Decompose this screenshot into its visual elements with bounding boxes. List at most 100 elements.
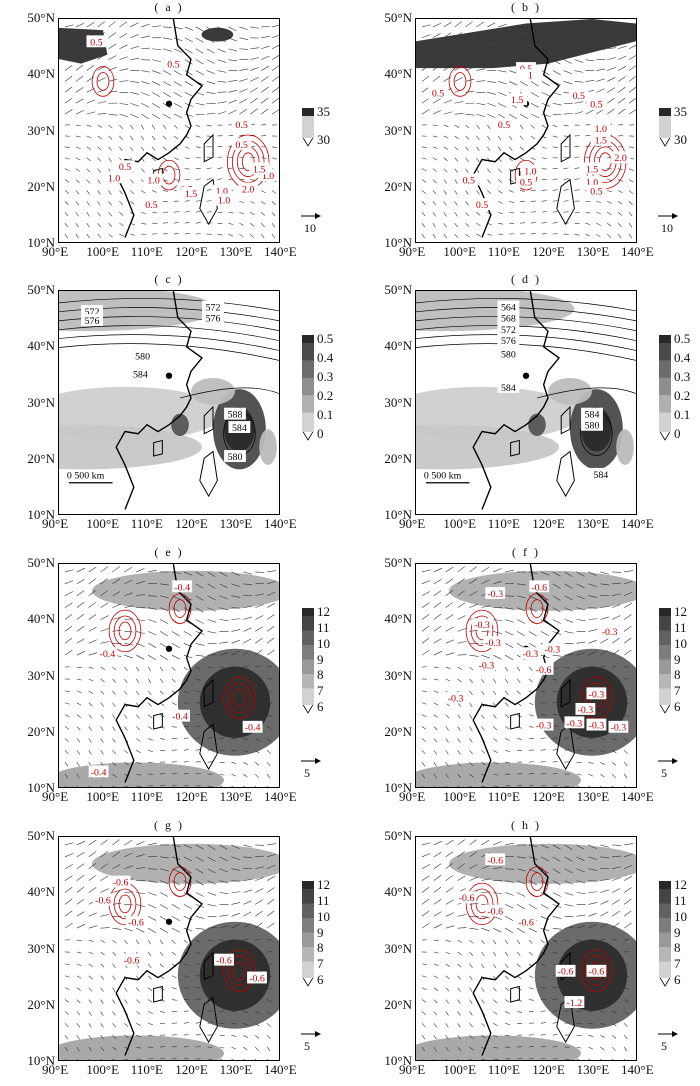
svg-text:0.5: 0.5 [167,60,179,71]
colorbar-value: 12 [317,877,330,892]
red-contour-label: -0.4 [170,709,190,723]
red-contour-label: 0.5 [86,35,107,48]
lon-label: 110°E [487,789,520,804]
lat-label: 50°N [27,282,55,297]
svg-text:-0.4: -0.4 [245,723,261,734]
lat-label: 10°N [384,235,412,250]
colorbar-value: 10 [317,908,330,924]
lon-label: 120°E [532,244,565,259]
contour-label: 584 [589,467,612,481]
lat-label: 40°N [384,884,412,900]
colorbar-value: 35 [317,104,330,119]
lat-label: 10°N [27,507,55,522]
red-contour-label: 1.0 [214,193,234,207]
lon-label: 90°E [399,789,426,804]
svg-text:568: 568 [501,314,516,325]
lat-label: 30°N [27,940,55,956]
red-contour-label: -0.6 [533,662,554,676]
svg-text:1.0: 1.0 [524,167,536,178]
lon-label: 90°E [399,244,426,259]
lat-label: 30°N [27,122,55,138]
lat-label: 10°N [27,1053,55,1068]
red-contour-label: -0.6 [485,853,506,866]
lon-label: 100°E [86,789,120,804]
svg-text:0 500 km: 0 500 km [424,470,462,481]
map-panel: -0.6 -0.3 -0.3 -0.3 -0.3 -0.3 -0.3 -0.3 -0.6 -0.3… [415,563,637,788]
svg-text:-0.6: -0.6 [589,967,605,978]
svg-text:0.5: 0.5 [463,176,475,187]
contour-label: 564 [497,300,520,314]
svg-text:-0.3: -0.3 [479,660,495,671]
svg-text:1.5: 1.5 [586,164,598,175]
svg-text:-0.4: -0.4 [100,649,116,660]
svg-text:576: 576 [206,314,221,325]
colorbar-value: 10 [317,635,330,651]
contour-label: 580 [224,450,246,463]
svg-text:-0.6: -0.6 [531,582,547,593]
lon-label: 100°E [443,1062,477,1077]
coastline [472,837,561,1056]
svg-text:-0.6: -0.6 [95,895,111,906]
colorbar-value: 12 [674,877,687,892]
map-panel: 0.510.51.50.50.50.51.01.52.01.51.01.00.5… [415,18,637,243]
colorbar-value: 11 [674,619,687,635]
colorbar [659,881,671,987]
svg-text:1.0: 1.0 [108,173,120,184]
lon-label: 130°E [576,244,610,259]
lon-label: 110°E [130,244,163,259]
station-dot [165,645,173,652]
svg-text:1.0: 1.0 [586,178,598,189]
lon-label: 100°E [86,244,120,259]
contour-label: 568 [497,311,520,325]
lat-label: 50°N [27,828,55,843]
svg-text:0.5: 0.5 [90,37,102,48]
colorbar-value: 9 [674,924,681,940]
coastline [115,291,204,510]
red-contour-label: -0.4 [88,765,109,778]
svg-text:-0.3: -0.3 [545,645,561,656]
colorbar-value: 0.1 [674,407,691,422]
svg-text:580: 580 [501,349,516,360]
svg-text:584: 584 [501,383,516,394]
svg-text:588: 588 [228,410,243,421]
red-contour-label: 0.5 [428,86,448,100]
lat-label: 40°N [384,66,412,82]
red-contour-label: 0.5 [458,173,479,187]
lat-label: 50°N [384,282,412,297]
red-contour-label: -0.3 [483,636,503,649]
svg-text:580: 580 [135,352,150,363]
svg-text:584: 584 [133,369,148,380]
red-contour-label: -0.3 [533,718,554,732]
svg-text:-0.4: -0.4 [174,582,190,593]
svg-text:576: 576 [85,316,100,327]
map-panel: 0.50.50.50.51.01.52.01.00.51.00.51.51.01… [58,18,280,243]
colorbar-value: 8 [317,667,324,683]
contour-label: 580 [581,418,603,432]
contour-label: 580 [497,347,520,360]
lat-label: 40°N [27,611,55,627]
colorbar-value: 0.4 [674,350,691,365]
svg-text:2.0: 2.0 [614,153,626,164]
lon-label: 110°E [487,516,520,531]
lon-label: 120°E [175,516,208,531]
red-contour-label: 1.5 [249,162,270,175]
svg-text:1: 1 [528,71,533,82]
lat-label: 40°N [27,66,55,82]
lat-label: 30°N [384,940,412,956]
map-panel: -0.4 -0.4 -0.4 -0.4 -0.4 [58,563,280,788]
red-contour-label: 0.5 [472,198,492,211]
colorbar-value: 8 [317,940,324,956]
colorbar-value: 9 [317,924,324,940]
wind-vectors [64,839,276,1060]
colorbar-value: 7 [674,683,681,699]
svg-text:-0.4: -0.4 [172,712,188,723]
lon-label: 110°E [130,1062,163,1077]
scale-bar: 0 500 km [67,470,113,484]
lat-label: 10°N [27,235,55,250]
colorbar [659,108,671,147]
red-contour-label: 0.5 [115,160,135,173]
wind-vectors [64,21,279,239]
lon-label: 90°E [399,1062,426,1077]
lon-label: 110°E [487,1062,520,1077]
svg-text:576: 576 [501,336,516,347]
